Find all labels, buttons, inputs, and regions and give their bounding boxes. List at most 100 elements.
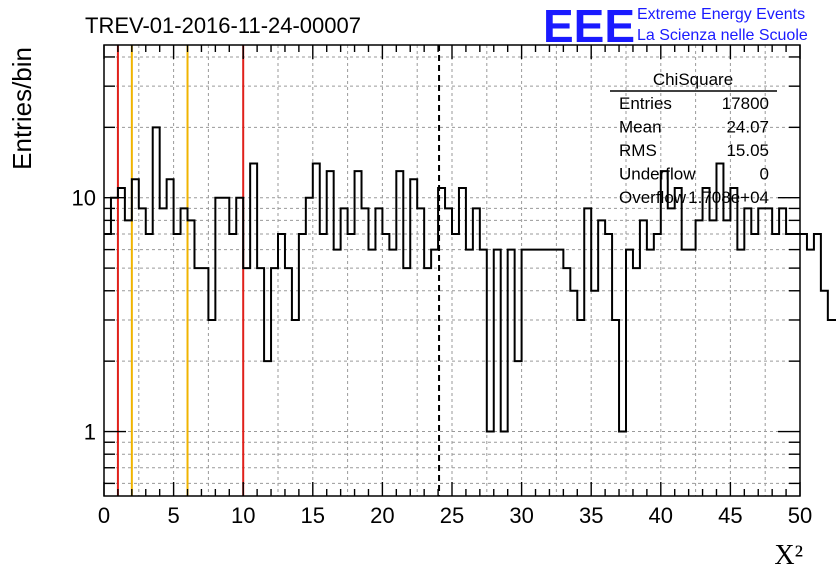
histogram-bin: [556, 250, 563, 496]
stats-label: Entries: [619, 94, 672, 113]
x-tick-label: 5: [167, 503, 179, 528]
histogram-bin: [668, 208, 675, 496]
histogram-bin: [821, 291, 828, 496]
histogram-bin: [772, 234, 779, 496]
stats-box: ChiSquare Entries 17800 Mean 24.07 RMS 15.05 U…: [610, 68, 780, 208]
histogram-bin: [153, 127, 160, 496]
histogram-bin: [577, 320, 584, 496]
histogram-bin: [765, 208, 772, 496]
histogram-bin: [320, 234, 327, 496]
histogram-bin: [494, 250, 501, 496]
histogram-bin: [737, 250, 744, 496]
histogram-bin: [647, 250, 654, 496]
histogram-bin: [689, 250, 696, 496]
stats-value: 15.05: [726, 141, 769, 160]
histogram-bin: [403, 268, 410, 496]
histogram-bin: [424, 268, 431, 496]
histogram-bin: [167, 179, 174, 496]
histogram-bin: [355, 171, 362, 496]
histogram-bin: [362, 208, 369, 496]
stats-title: ChiSquare: [653, 70, 733, 89]
stats-label: Underflow: [619, 165, 696, 184]
histogram-bin: [758, 208, 765, 496]
y-axis-label: Entries/bin: [7, 47, 37, 170]
histogram-bin: [264, 361, 271, 496]
histogram-bin: [306, 198, 313, 496]
histogram-bin: [334, 250, 341, 496]
stats-label: RMS: [619, 141, 657, 160]
histogram-bin: [508, 250, 515, 496]
x-tick-label: 0: [98, 503, 110, 528]
reference-lines: [116, 45, 441, 496]
logo-mark: EEE: [543, 0, 635, 52]
histogram-bin: [104, 234, 111, 496]
histogram-bin: [313, 164, 320, 496]
histogram-bin: [194, 268, 201, 496]
histogram-bin: [828, 320, 835, 496]
histogram-bin: [814, 234, 821, 496]
histogram-bin: [466, 250, 473, 496]
stats-value: 1.708e+04: [688, 188, 769, 207]
histogram-bin: [132, 179, 139, 496]
histogram-bin: [487, 432, 494, 496]
x-axis-label: X²: [774, 540, 803, 571]
histogram-bin: [215, 198, 222, 496]
histogram-bin: [751, 234, 758, 496]
histogram-bin: [744, 208, 751, 496]
histogram-bin: [389, 250, 396, 496]
histogram-bin: [584, 208, 591, 496]
histogram-bin: [480, 250, 487, 496]
histogram-bin: [278, 234, 285, 496]
stats-label: Mean: [619, 118, 662, 137]
histogram-bin: [257, 268, 264, 496]
histogram-bin: [348, 234, 355, 496]
x-tick-label: 15: [301, 503, 325, 528]
histogram-bin: [682, 250, 689, 496]
histogram-bin: [633, 268, 640, 496]
histogram-bin: [515, 361, 522, 496]
histogram-bin: [229, 234, 236, 496]
histogram-bin: [410, 179, 417, 496]
histogram-bin: [285, 268, 292, 496]
stats-box-background: [610, 68, 780, 208]
histogram-bin: [473, 208, 480, 496]
histogram-bin: [111, 198, 118, 496]
histogram-bin: [146, 234, 153, 496]
logo-line-1: Extreme Energy Events: [637, 6, 805, 23]
y-tick-label: 1: [84, 420, 96, 445]
histogram-bin: [807, 250, 814, 496]
histogram-bin: [800, 234, 807, 496]
axis-ticks: 0 5 10 15 20 25 30 35 40 45 50 1 10: [72, 45, 812, 528]
histogram-bin: [549, 250, 556, 496]
histogram-bin: [654, 234, 661, 496]
histogram-bin: [779, 208, 786, 496]
histogram-bin: [529, 250, 536, 496]
histogram-bin: [236, 198, 243, 496]
histogram-bin: [563, 268, 570, 496]
histogram-bin: [542, 250, 549, 496]
x-tick-label: 40: [649, 503, 673, 528]
histogram-bin: [619, 432, 626, 496]
histogram-bin: [452, 234, 459, 496]
histogram-bin: [661, 171, 668, 496]
stats-rows: Entries 17800 Mean 24.07 RMS 15.05 Underflow 0 O…: [619, 94, 769, 207]
x-tick-label: 45: [718, 503, 742, 528]
stats-value: 24.07: [726, 118, 769, 137]
histogram-bin: [793, 234, 800, 496]
histogram-bin: [612, 320, 619, 496]
x-tick-label: 25: [440, 503, 464, 528]
histogram-bin: [341, 208, 348, 496]
histogram-bin: [208, 320, 215, 496]
histogram-bin: [716, 164, 723, 496]
histogram-bin: [181, 208, 188, 496]
histogram-bin: [160, 208, 167, 496]
histogram-bin: [174, 234, 181, 496]
histogram-bin: [139, 208, 146, 496]
histogram-bin: [271, 268, 278, 496]
chart-title: TREV-01-2016-11-24-00007: [85, 13, 361, 38]
histogram-bin: [522, 250, 529, 496]
histogram-bin: [591, 291, 598, 496]
histogram-outline: [104, 126, 836, 433]
histogram-bin: [292, 320, 299, 496]
x-tick-label: 35: [579, 503, 603, 528]
